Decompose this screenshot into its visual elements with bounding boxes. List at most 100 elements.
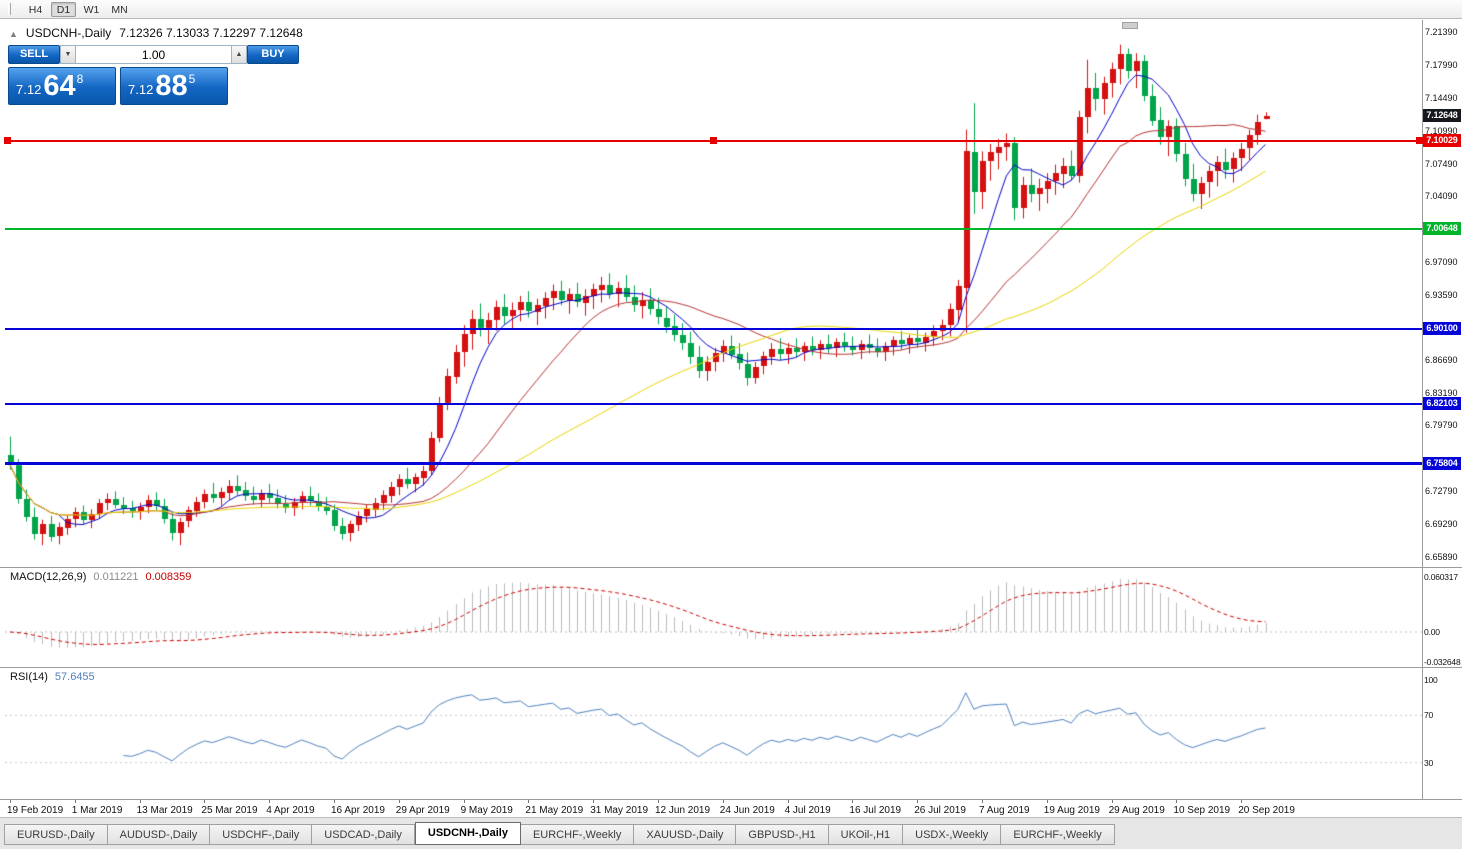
time-axis-tick [658, 799, 659, 803]
chart-tab[interactable]: XAUUSD-,Daily [634, 824, 737, 845]
buy-price-display[interactable]: 7.12 88 5 [120, 67, 228, 105]
chart-tab[interactable]: EURCHF-,Weekly [1001, 824, 1115, 845]
volume-input[interactable] [76, 45, 231, 64]
sell-button[interactable]: SELL [8, 45, 60, 64]
timeframe-button-w1[interactable]: W1 [83, 3, 100, 16]
time-axis-label: 16 Jul 2019 [849, 805, 902, 816]
price-axis-label: 6.65890 [1425, 551, 1458, 562]
chart-canvas[interactable] [5, 22, 1422, 798]
line-drag-handle[interactable] [4, 136, 11, 144]
chart-tab[interactable]: USDCNH-,Daily [414, 822, 521, 845]
time-axis-tick [917, 799, 919, 803]
horizontal-line-object[interactable] [5, 327, 1422, 330]
horizontal-line-object[interactable] [4, 136, 1423, 144]
oct-controls-row: SELL ▼ ▲ BUY [8, 45, 299, 64]
time-axis-label: 29 Aug 2019 [1108, 805, 1165, 816]
time-axis-label: 31 May 2019 [590, 805, 649, 816]
timeframe-button-mn[interactable]: MN [111, 3, 128, 16]
time-axis-label: 12 Jun 2019 [655, 805, 711, 816]
chart-tab[interactable]: USDX-,Weekly [903, 824, 1002, 845]
toolbar-grip-icon[interactable] [8, 3, 11, 15]
chart-tab[interactable]: EURUSD-,Daily [4, 824, 108, 845]
oct-prices-row: 7.12 64 8 7.12 88 5 [8, 67, 228, 105]
macd-axis-label: 0.00 [1424, 627, 1440, 637]
time-axis-label: 20 Sep 2019 [1238, 805, 1295, 816]
time-axis-tick [74, 799, 76, 803]
time-axis-tick [1176, 799, 1178, 803]
price-axis-label: 6.83190 [1425, 388, 1458, 399]
time-axis-tick [398, 799, 400, 803]
time-axis-tick [787, 799, 789, 803]
volume-down-button[interactable]: ▼ [60, 45, 76, 64]
rsi-panel-separator[interactable] [0, 667, 1462, 668]
last-price-badge: 7.12648 [1423, 108, 1461, 122]
chart-scrollbar-thumb[interactable] [1122, 22, 1138, 29]
rsi-value: 57.6455 [54, 671, 95, 683]
time-axis-label: 4 Jul 2019 [784, 805, 831, 816]
time-axis-tick [982, 799, 983, 803]
timeframe-button-d1[interactable]: D1 [51, 1, 76, 17]
time-axis-label: 26 Jul 2019 [914, 805, 966, 816]
time-axis-tick [334, 799, 335, 803]
price-axis-label: 7.14490 [1425, 92, 1458, 103]
chart-tab[interactable]: AUDUSD-,Daily [107, 824, 211, 845]
chart-header: ▲ USDCNH-,Daily 7.12326 7.13033 7.12297 … [9, 26, 303, 40]
price-axis-label: 6.69290 [1425, 519, 1458, 530]
chart-tab[interactable]: GBPUSD-,H1 [736, 824, 829, 845]
horizontal-line-object[interactable] [5, 228, 1422, 231]
rsi-name: RSI(14) [10, 671, 48, 683]
buy-button[interactable]: BUY [247, 45, 299, 64]
price-axis-label: 6.72790 [1425, 486, 1458, 497]
oct-collapse-icon[interactable]: ▲ [9, 29, 18, 39]
macd-signal-value: 0.008359 [145, 571, 192, 583]
buy-price-point: 5 [188, 72, 196, 86]
time-axis-tick [528, 799, 530, 803]
time-axis-tick [204, 799, 206, 803]
macd-axis-label: -0.032648 [1424, 656, 1461, 667]
time-axis-label: 10 Sep 2019 [1173, 805, 1231, 816]
price-axis-label: 7.04090 [1425, 190, 1458, 201]
chart-tab[interactable]: USDCHF-,Daily [210, 824, 313, 845]
time-axis-label: 25 Mar 2019 [201, 805, 258, 816]
time-axis-tick [1046, 799, 1048, 803]
price-axis-label: 7.10990 [1425, 125, 1458, 136]
sell-price-pips: 64 [43, 70, 76, 102]
time-axis-label: 19 Feb 2019 [7, 805, 64, 816]
rsi-axis-label: 30 [1424, 757, 1434, 768]
price-axis-label: 7.21390 [1425, 27, 1458, 38]
price-line-badge: 7.10029 [1423, 133, 1461, 147]
time-axis-tick [1241, 799, 1243, 803]
timeframe-toolbar: H4 D1 W1 MN [0, 0, 1462, 19]
price-axis-label: 6.97090 [1425, 256, 1458, 267]
line-drag-handle[interactable] [1416, 136, 1423, 144]
time-axis-label: 9 May 2019 [460, 805, 513, 816]
time-axis-tick [139, 799, 141, 803]
price-axis-label: 6.93590 [1425, 289, 1458, 300]
horizontal-line-object[interactable] [5, 403, 1422, 406]
chart-tab[interactable]: EURCHF-,Weekly [520, 824, 635, 845]
buy-price-pips: 88 [155, 70, 188, 102]
price-axis-separator [1422, 20, 1423, 799]
price-line-badge: 6.82103 [1423, 397, 1461, 411]
time-axis-tick [722, 799, 724, 803]
time-axis-tick [269, 799, 271, 803]
time-axis-separator [0, 799, 1462, 800]
macd-panel-separator[interactable] [0, 567, 1462, 568]
price-axis-label: 6.86690 [1425, 355, 1458, 366]
price-axis-label: 6.79790 [1425, 420, 1458, 431]
time-axis-tick [852, 799, 854, 803]
timeframe-button-group: H4 D1 W1 MN [23, 1, 132, 17]
horizontal-line-object[interactable] [5, 462, 1422, 466]
time-axis-label: 13 Mar 2019 [136, 805, 193, 816]
rsi-indicator-label: RSI(14) 57.6455 [10, 671, 95, 683]
volume-up-button[interactable]: ▲ [231, 45, 247, 64]
time-axis-label: 16 Apr 2019 [331, 805, 385, 816]
chart-tab[interactable]: USDCAD-,Daily [312, 824, 415, 845]
sell-price-display[interactable]: 7.12 64 8 [8, 67, 116, 105]
line-drag-handle[interactable] [710, 136, 717, 144]
timeframe-button-h4[interactable]: H4 [28, 3, 43, 16]
macd-indicator-label: MACD(12,26,9) 0.011221 0.008359 [10, 571, 191, 583]
chart-tab[interactable]: UKOil-,H1 [828, 824, 904, 845]
price-axis-label: 7.17990 [1425, 59, 1458, 70]
